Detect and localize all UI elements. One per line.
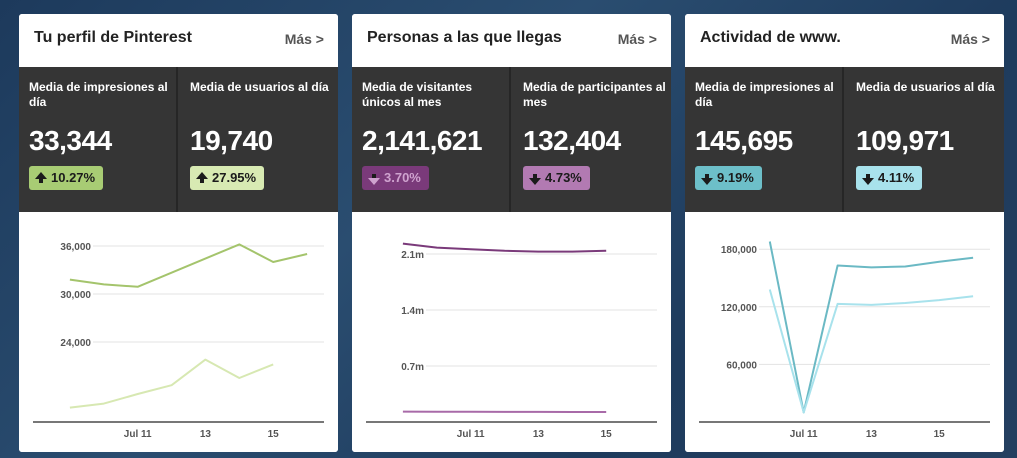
x-tick-label: 13: [533, 429, 545, 440]
stat-unique-visitors: Media de visitantes únicos al mes 2,141,…: [362, 67, 512, 212]
card-title: Personas a las que llegas: [367, 29, 562, 46]
arrow-down-icon: [862, 173, 874, 185]
series-line-1: [69, 358, 274, 409]
stat-value: 145,695: [695, 125, 793, 156]
stat-impressions: Media de impresiones al día 145,695 9.19…: [695, 67, 845, 212]
card-header: Tu perfil de Pinterest Más >: [19, 14, 338, 67]
change-value: 4.11%: [878, 170, 915, 185]
chart-svg: 60,000 120,000 180,000 Jul 11 13 15: [699, 241, 990, 440]
more-link[interactable]: Más >: [950, 31, 990, 47]
line-chart: 24,000 30,000 36,000 Jul 11 13 15: [19, 212, 338, 452]
x-tick-label: Jul 11: [457, 429, 485, 440]
change-value: 27.95%: [212, 170, 257, 185]
line-chart: 0.7m 1.4m 2.1m Jul 11 13 15: [352, 212, 671, 452]
series-line-0: [69, 243, 308, 288]
card-pinterest-profile: Tu perfil de Pinterest Más > Media de im…: [19, 14, 338, 452]
stat-label: Media de usuarios al día: [856, 80, 995, 94]
change-value: 4.73%: [545, 170, 582, 185]
change-badge: 10.27%: [29, 166, 104, 190]
more-link[interactable]: Más >: [284, 31, 324, 47]
stats-panel: Media de impresiones al día 145,695 9.19…: [685, 67, 1004, 212]
stat-label: Media de usuarios al día: [190, 80, 329, 94]
arrow-up-icon: [196, 171, 208, 183]
stat-users: Media de usuarios al día 109,971 4.11%: [856, 67, 1004, 212]
card-people-reached: Personas a las que llegas Más > Media de…: [352, 14, 671, 452]
stat-value: 2,141,621: [362, 125, 483, 156]
stats-panel: Media de impresiones al día 33,344 10.27…: [19, 67, 338, 212]
x-tick-label: 15: [268, 429, 280, 440]
change-value: 3.70%: [384, 170, 421, 185]
stat-label: Media de impresiones al día: [29, 80, 168, 109]
y-tick-label: 2.1m: [401, 250, 424, 261]
y-tick-label: 24,000: [60, 338, 91, 349]
x-tick-label: 15: [934, 429, 946, 440]
card-header: Personas a las que llegas Más >: [352, 14, 671, 67]
chart-svg: 0.7m 1.4m 2.1m Jul 11 13 15: [366, 242, 657, 440]
card-header: Actividad de www. Más >: [685, 14, 1004, 67]
x-tick-label: 13: [200, 429, 212, 440]
stat-value: 33,344: [29, 125, 112, 156]
arrow-down-icon: [701, 173, 713, 185]
stat-value: 109,971: [856, 125, 954, 156]
divider: [842, 67, 844, 212]
card-title: Tu perfil de Pinterest: [34, 29, 192, 46]
stat-participants: Media de participantes al mes 132,404 4.…: [523, 67, 671, 212]
stat-value: 132,404: [523, 125, 621, 156]
y-tick-label: 0.7m: [401, 362, 424, 373]
divider: [509, 67, 511, 212]
more-link[interactable]: Más >: [617, 31, 657, 47]
arrow-up-icon: [35, 171, 47, 183]
chart-svg: 24,000 30,000 36,000 Jul 11 13 15: [33, 242, 324, 440]
series-line-0: [768, 241, 974, 414]
arrow-down-icon: [368, 173, 380, 185]
stats-panel: Media de visitantes únicos al mes 2,141,…: [352, 67, 671, 212]
x-tick-label: Jul 11: [790, 429, 818, 440]
stat-impressions: Media de impresiones al día 33,344 10.27…: [29, 67, 179, 212]
stat-label: Media de impresiones al día: [695, 80, 834, 109]
card-title: Actividad de www.: [700, 29, 841, 46]
change-badge: 4.11%: [856, 166, 923, 190]
stat-users: Media de usuarios al día 19,740 27.95%: [190, 67, 338, 212]
change-value: 9.19%: [717, 170, 754, 185]
change-value: 10.27%: [51, 170, 96, 185]
stat-label: Media de participantes al mes: [523, 80, 666, 109]
y-tick-label: 1.4m: [401, 306, 424, 317]
stat-label: Media de visitantes únicos al mes: [362, 80, 473, 109]
series-line-0: [402, 242, 607, 253]
y-tick-label: 36,000: [60, 242, 91, 253]
card-website-activity: Actividad de www. Más > Media de impresi…: [685, 14, 1004, 452]
y-tick-label: 30,000: [60, 290, 91, 301]
line-chart: 60,000 120,000 180,000 Jul 11 13 15: [685, 212, 1004, 452]
y-tick-label: 120,000: [721, 303, 758, 314]
x-tick-label: 15: [601, 429, 613, 440]
change-badge: 4.73%: [523, 166, 590, 190]
stat-value: 19,740: [190, 125, 273, 156]
change-badge: 9.19%: [695, 166, 762, 190]
y-tick-label: 60,000: [726, 360, 757, 371]
x-tick-label: Jul 11: [124, 429, 152, 440]
divider: [176, 67, 178, 212]
x-tick-label: 13: [866, 429, 878, 440]
change-badge: 27.95%: [190, 166, 265, 190]
y-tick-label: 180,000: [721, 245, 758, 256]
change-badge: 3.70%: [362, 166, 429, 190]
series-line-1: [768, 289, 974, 414]
arrow-down-icon: [529, 173, 541, 185]
